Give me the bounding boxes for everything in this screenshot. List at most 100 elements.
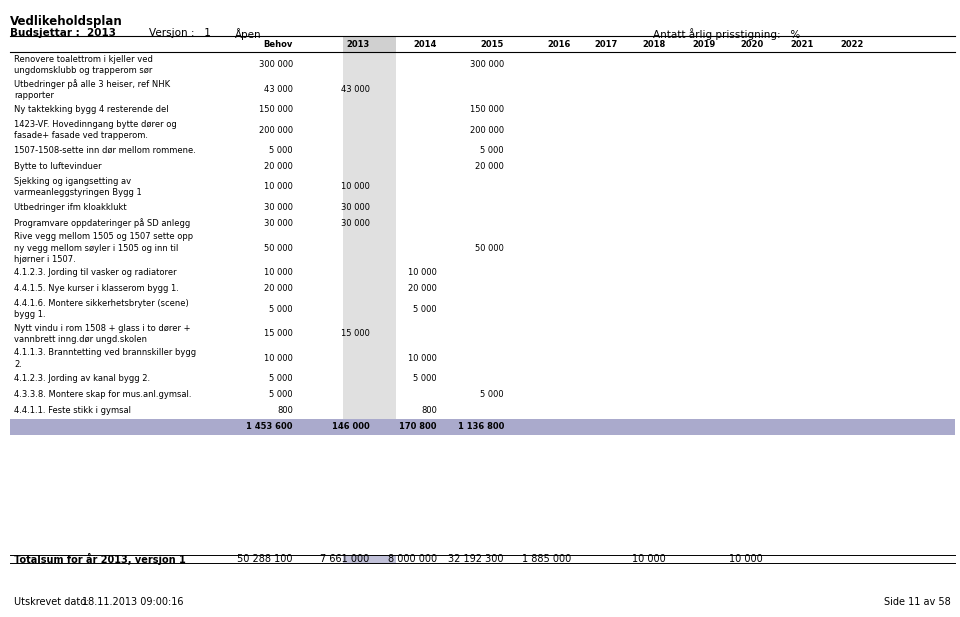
Text: Programvare oppdateringer på SD anlegg: Programvare oppdateringer på SD anlegg [14,218,191,228]
FancyBboxPatch shape [344,387,396,403]
Text: 50 000: 50 000 [475,244,504,252]
Text: Renovere toalettrom i kjeller ved
ungdomsklubb og trapperom sør: Renovere toalettrom i kjeller ved ungdom… [14,55,154,75]
FancyBboxPatch shape [10,419,955,435]
Text: 150 000: 150 000 [469,106,504,114]
FancyBboxPatch shape [344,77,396,102]
Text: 30 000: 30 000 [264,219,293,228]
FancyBboxPatch shape [344,159,396,175]
Text: 1 136 800: 1 136 800 [458,423,504,431]
FancyBboxPatch shape [344,118,396,143]
Text: 4.4.1.5. Nye kurser i klasserom bygg 1.: 4.4.1.5. Nye kurser i klasserom bygg 1. [14,284,180,293]
Text: 1507-1508-sette inn dør mellom rommene.: 1507-1508-sette inn dør mellom rommene. [14,146,196,155]
Text: 5 000: 5 000 [269,375,293,383]
Text: 2015: 2015 [481,39,504,49]
Text: 146 000: 146 000 [332,423,370,431]
FancyBboxPatch shape [344,297,396,321]
Text: 20 000: 20 000 [264,284,293,293]
Text: Ny taktekking bygg 4 resterende del: Ny taktekking bygg 4 resterende del [14,106,169,114]
FancyBboxPatch shape [344,52,396,77]
Text: 30 000: 30 000 [341,203,370,212]
FancyBboxPatch shape [344,175,396,199]
FancyBboxPatch shape [344,371,396,387]
Text: 5 000: 5 000 [413,375,437,383]
Text: 5 000: 5 000 [413,305,437,313]
Text: 5 000: 5 000 [269,146,293,155]
Text: 2019: 2019 [692,39,715,49]
Text: 10 000: 10 000 [632,554,665,564]
Text: 2020: 2020 [740,39,763,49]
Text: 5 000: 5 000 [269,391,293,399]
FancyBboxPatch shape [344,199,396,215]
Text: 1 453 600: 1 453 600 [247,423,293,431]
Text: 5 000: 5 000 [480,146,504,155]
Text: 4.4.1.6. Montere sikkerhetsbryter (scene)
bygg 1.: 4.4.1.6. Montere sikkerhetsbryter (scene… [14,299,189,319]
Text: 4.1.2.3. Jording til vasker og radiatorer: 4.1.2.3. Jording til vasker og radiatore… [14,268,177,277]
Text: 15 000: 15 000 [264,329,293,338]
Text: 2013: 2013 [347,39,370,49]
FancyBboxPatch shape [344,143,396,159]
Text: 300 000: 300 000 [469,60,504,69]
Text: 32 192 300: 32 192 300 [448,554,504,564]
Text: Antatt årlig prisstigning:   %: Antatt årlig prisstigning: % [653,28,800,39]
Text: 43 000: 43 000 [341,85,370,94]
Text: 4.4.1.1. Feste stikk i gymsal: 4.4.1.1. Feste stikk i gymsal [14,407,132,415]
Text: Utbedringer ifm kloakklukt: Utbedringer ifm kloakklukt [14,203,127,212]
Text: 10 000: 10 000 [264,183,293,191]
Text: 300 000: 300 000 [258,60,293,69]
Text: 200 000: 200 000 [258,126,293,135]
Text: 10 000: 10 000 [408,354,437,363]
Text: 1 885 000: 1 885 000 [522,554,571,564]
Text: Side 11 av 58: Side 11 av 58 [883,597,950,607]
Text: 4.1.1.3. Branntetting ved brannskiller bygg
2.: 4.1.1.3. Branntetting ved brannskiller b… [14,349,197,368]
Text: 5 000: 5 000 [480,391,504,399]
Text: 2022: 2022 [841,39,864,49]
Text: 50 288 100: 50 288 100 [237,554,293,564]
Text: Sjekking og igangsetting av
varmeanleggstyringen Bygg 1: Sjekking og igangsetting av varmeanleggs… [14,177,142,197]
Text: 10 000: 10 000 [408,268,437,277]
Text: Behov: Behov [263,39,293,49]
FancyBboxPatch shape [344,281,396,297]
FancyBboxPatch shape [344,36,396,52]
Text: 43 000: 43 000 [264,85,293,94]
FancyBboxPatch shape [344,102,396,118]
Text: 10 000: 10 000 [730,554,763,564]
Text: 170 800: 170 800 [399,423,437,431]
Text: 800: 800 [276,407,293,415]
FancyBboxPatch shape [344,346,396,371]
Text: Utskrevet dato:: Utskrevet dato: [14,597,90,607]
FancyBboxPatch shape [344,403,396,419]
FancyBboxPatch shape [344,555,396,563]
Text: 2021: 2021 [791,39,814,49]
Text: 15 000: 15 000 [341,329,370,338]
Text: 20 000: 20 000 [264,162,293,171]
Text: Totalsum for år 2013, versjon 1: Totalsum for år 2013, versjon 1 [14,553,186,565]
Text: Vedlikeholdsplan: Vedlikeholdsplan [10,15,122,28]
FancyBboxPatch shape [344,321,396,346]
Text: 200 000: 200 000 [469,126,504,135]
Text: 18.11.2013 09:00:16: 18.11.2013 09:00:16 [82,597,183,607]
Text: Nytt vindu i rom 1508 + glass i to dører +
vannbrett inng.dør ungd.skolen: Nytt vindu i rom 1508 + glass i to dører… [14,324,191,344]
Text: 20 000: 20 000 [408,284,437,293]
Text: 30 000: 30 000 [264,203,293,212]
Text: 7 661 000: 7 661 000 [321,554,370,564]
Text: 50 000: 50 000 [264,244,293,252]
Text: Budsjettar :  2013: Budsjettar : 2013 [10,28,115,38]
Text: 10 000: 10 000 [341,183,370,191]
Text: Versjon :   1: Versjon : 1 [149,28,210,38]
FancyBboxPatch shape [344,215,396,231]
Text: 20 000: 20 000 [475,162,504,171]
Text: 30 000: 30 000 [341,219,370,228]
Text: 4.1.2.3. Jording av kanal bygg 2.: 4.1.2.3. Jording av kanal bygg 2. [14,375,151,383]
Text: Bytte to luftevinduer: Bytte to luftevinduer [14,162,102,171]
Text: 1423-VF. Hovedinngang bytte dører og
fasade+ fasade ved trapperom.: 1423-VF. Hovedinngang bytte dører og fas… [14,120,178,140]
Text: 10 000: 10 000 [264,354,293,363]
Text: Rive vegg mellom 1505 og 1507 sette opp
ny vegg mellom søyler i 1505 og inn til
: Rive vegg mellom 1505 og 1507 sette opp … [14,233,194,263]
Text: 2017: 2017 [594,39,617,49]
Text: 800: 800 [420,407,437,415]
Text: 150 000: 150 000 [258,106,293,114]
Text: 5 000: 5 000 [269,305,293,313]
Text: 4.3.3.8. Montere skap for mus.anl.gymsal.: 4.3.3.8. Montere skap for mus.anl.gymsal… [14,391,192,399]
Text: Utbedringer på alle 3 heiser, ref NHK
rapporter: Utbedringer på alle 3 heiser, ref NHK ra… [14,79,171,100]
Text: Åpen: Åpen [235,28,262,39]
Text: 10 000: 10 000 [264,268,293,277]
